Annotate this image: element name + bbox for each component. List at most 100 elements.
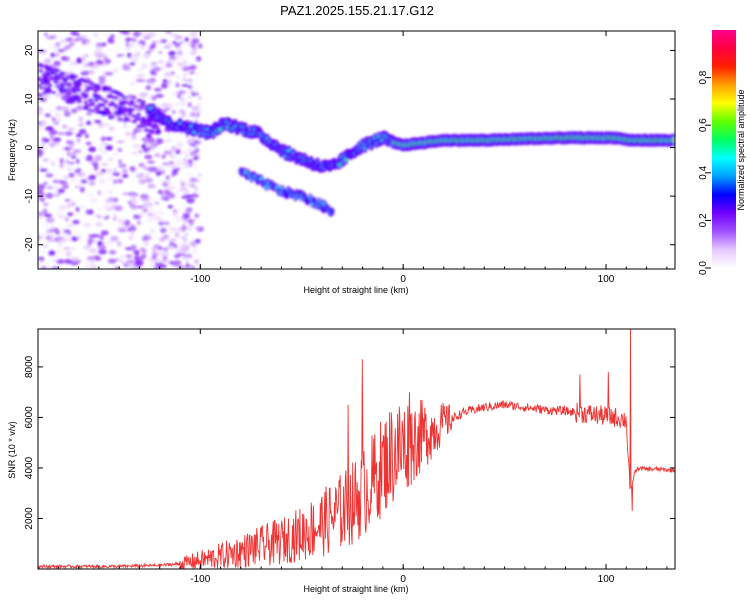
x-tick-label: 0 xyxy=(400,274,406,285)
spectrogram-noise-cell xyxy=(93,51,101,57)
spectrogram-noise-cell xyxy=(74,180,82,184)
spectrogram-noise-cell xyxy=(95,59,104,66)
spectrogram-noise-cell xyxy=(44,213,53,218)
spectrogram-noise-cell xyxy=(80,35,88,39)
spectrogram-noise-cell xyxy=(38,64,44,69)
spectrogram-noise-cell xyxy=(108,94,114,99)
spectrogram-noise-cell xyxy=(131,37,137,43)
y-tick-label: 8000 xyxy=(24,355,35,378)
spectrogram-noise-cell xyxy=(140,121,146,125)
spectrogram-noise-cell xyxy=(38,69,44,73)
spectrogram-noise-cell xyxy=(178,145,184,149)
spectrogram-noise-cell xyxy=(41,222,49,228)
spectrogram-noise-cell xyxy=(134,259,144,266)
spectrogram-noise-cell xyxy=(93,32,99,38)
spectrogram-noise-cell xyxy=(188,61,192,65)
spectrogram-noise-cell xyxy=(53,76,59,80)
spectrogram-noise-cell xyxy=(122,66,131,71)
spectrogram-noise-cell xyxy=(136,116,142,121)
x-tick-label: -100 xyxy=(190,574,210,585)
spectrogram-noise-cell xyxy=(100,168,107,173)
spectrogram-noise-cell xyxy=(61,124,68,129)
spectrogram-noise-cell xyxy=(131,249,141,253)
spectrogram-noise-cell xyxy=(198,173,202,177)
spectrogram-noise-cell xyxy=(106,87,112,92)
spectrogram-noise-cell xyxy=(98,249,107,255)
spectrogram-noise-cell xyxy=(49,129,58,135)
spectrogram-noise-cell xyxy=(51,117,56,121)
spectrogram-noise-cell xyxy=(145,31,155,38)
spectrogram-noise-cell xyxy=(139,124,145,128)
spectrogram-noise-cell xyxy=(135,112,141,117)
spectrogram-noise-cell xyxy=(99,214,107,218)
spectrogram-noise-cell xyxy=(139,183,148,187)
spectrogram-noise-cell xyxy=(76,105,84,111)
spectrogram-noise-cell xyxy=(64,111,71,117)
spectrogram-noise-cell xyxy=(147,225,157,230)
spectrogram-noise-cell xyxy=(148,123,154,127)
spectrogram-noise-cell xyxy=(106,167,112,174)
spectrogram-noise-cell xyxy=(105,144,113,151)
spectrogram-noise-cell xyxy=(147,217,154,222)
spectrogram-noise-cell xyxy=(176,61,180,66)
spectrogram-noise-cell xyxy=(46,168,55,174)
spectrogram-noise-cell xyxy=(45,94,52,100)
spectrogram-noise-cell xyxy=(40,81,46,85)
spectrogram-noise-cell xyxy=(42,208,48,214)
spectrogram-noise-cell xyxy=(84,88,90,93)
spectrogram-noise-cell xyxy=(176,93,182,99)
spectrogram-noise-cell xyxy=(90,102,96,107)
spectrogram-noise-cell xyxy=(147,137,155,144)
spectrogram-noise-cell xyxy=(54,230,61,235)
spectrogram-noise-cell xyxy=(38,78,44,82)
spectrogram-noise-cell xyxy=(94,45,104,50)
spectrogram-noise-cell xyxy=(182,151,187,155)
spectrogram-noise-cell xyxy=(63,233,69,237)
snr-y-ticks: 2000 4000 6000 8000 xyxy=(24,355,675,530)
spectrogram-noise-cell xyxy=(38,211,45,217)
spectrogram-noise-cell xyxy=(140,116,146,121)
spectrogram-noise-cell xyxy=(162,247,168,252)
spectrogram-noise-cell xyxy=(116,140,125,144)
spectrogram-noise-cell xyxy=(38,184,46,190)
spectrogram-noise-cell xyxy=(106,110,112,115)
spectrogram-noise-cell xyxy=(45,173,54,178)
spectrogram-noise-cell xyxy=(43,32,48,37)
spectrogram-noise-cell xyxy=(188,210,192,214)
spectrogram-noise-cell xyxy=(116,108,122,112)
spectrogram-noise-cell xyxy=(72,149,82,153)
spectrogram-noise-cell xyxy=(51,184,60,191)
spectrogram-noise-cell xyxy=(67,166,72,172)
spectrogram-noise-cell xyxy=(180,141,184,145)
spectrogram-noise-cell xyxy=(83,222,91,228)
spectrogram-noise-cell xyxy=(147,254,152,260)
spectrogram-noise-cell xyxy=(59,180,68,185)
spectrogram-noise-cell xyxy=(196,158,200,162)
spectrogram-noise-cell xyxy=(117,228,126,233)
y-tick-label: 20 xyxy=(24,44,35,56)
spectrogram-noise-cell xyxy=(105,198,115,203)
spectrogram-noise-cell xyxy=(145,84,151,91)
spectrogram-noise-cell xyxy=(87,241,92,246)
spectrogram-noise-cell xyxy=(75,232,82,239)
spectrogram-noise-cell xyxy=(83,245,91,250)
spectrogram-cells xyxy=(38,31,675,269)
spectrogram-noise-cell xyxy=(67,81,73,86)
spectrogram-noise-cell xyxy=(43,202,49,207)
spectrogram-noise-cell xyxy=(141,235,149,242)
spectrogram-noise-cell xyxy=(174,102,181,106)
spectrogram-noise-cell xyxy=(131,134,137,140)
spectrogram-noise-cell xyxy=(155,40,162,45)
spectrogram-noise-cell xyxy=(149,130,155,135)
spectrogram-noise-cell xyxy=(134,43,143,49)
spectrogram-noise-cell xyxy=(109,249,117,255)
spectrogram-noise-cell xyxy=(65,159,70,164)
spectrogram-noise-cell xyxy=(82,79,88,84)
spectrogram-noise-cell xyxy=(189,177,198,183)
spectrogram-noise-cell xyxy=(38,125,44,130)
spectrogram-noise-cell xyxy=(94,156,103,162)
y-tick-label: 0 xyxy=(24,144,35,150)
spectrogram-noise-cell xyxy=(155,138,161,143)
spectrogram-noise-cell xyxy=(143,201,149,205)
